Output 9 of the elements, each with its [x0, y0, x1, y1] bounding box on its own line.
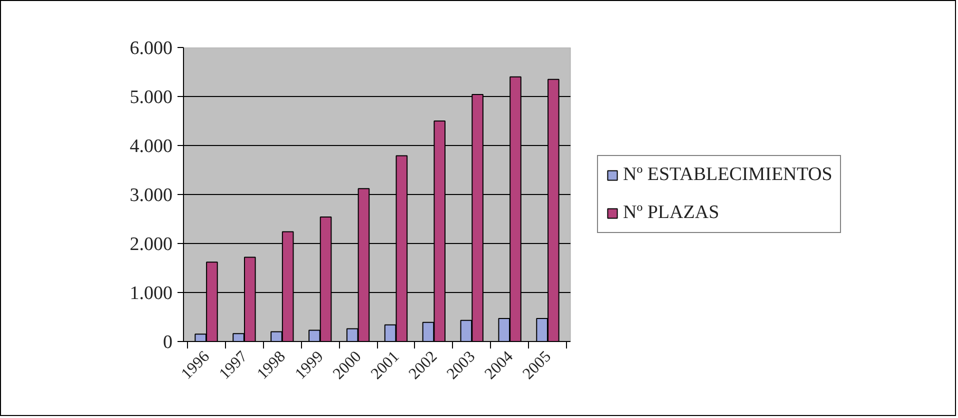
y-tick-label: 2.000: [130, 234, 172, 255]
y-tick-label: 5.000: [130, 87, 172, 108]
y-tick-label: 3.000: [130, 185, 172, 206]
legend-label: Nº ESTABLECIMIENTOS: [623, 164, 832, 186]
y-tick-label: 1.000: [130, 283, 172, 304]
y-tick-label: 4.000: [130, 136, 172, 157]
legend-label: Nº PLAZAS: [623, 202, 720, 224]
y-tick-label: 6.000: [130, 38, 172, 59]
y-tick-label: 0: [163, 332, 172, 353]
